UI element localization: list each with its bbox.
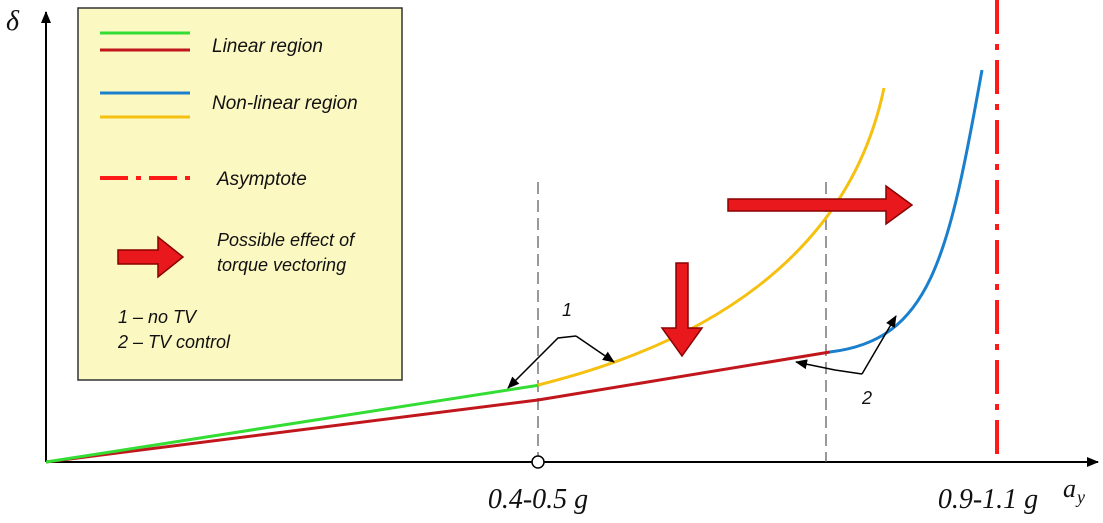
legend-note-tv-control: 2 – TV control bbox=[117, 332, 231, 352]
legend-effect-arrow-icon bbox=[117, 235, 185, 279]
effect-arrow-down-icon bbox=[660, 262, 704, 358]
linear-region-red-line bbox=[45, 350, 831, 464]
x-axis-symbol-main: a bbox=[1063, 474, 1076, 503]
legend-box bbox=[77, 7, 403, 381]
annotation-1-leader-right bbox=[575, 335, 615, 363]
x-axis-symbol: ay bbox=[1063, 474, 1085, 507]
effect-arrow-right-icon bbox=[727, 184, 914, 226]
legend-effect-label-line2: torque vectoring bbox=[217, 255, 346, 275]
nonlinear-yellow-curve bbox=[537, 87, 886, 387]
y-axis-symbol: δ bbox=[6, 6, 20, 37]
annotation-2-leader bbox=[795, 359, 863, 375]
annotation-2-leader-right bbox=[861, 315, 897, 375]
annotation-1-leader bbox=[507, 335, 577, 389]
legend-note-no-tv: 1 – no TV bbox=[118, 307, 198, 327]
legend-linear-label: Linear region bbox=[212, 36, 323, 57]
x-axis-symbol-sub: y bbox=[1075, 487, 1085, 507]
x-tick-label-mid: 0.4-0.5 g bbox=[488, 484, 588, 515]
annotation-label-2: 2 bbox=[861, 388, 872, 408]
legend-nonlinear-label: Non-linear region bbox=[212, 93, 358, 114]
legend-asymptote-label: Asymptote bbox=[216, 169, 307, 190]
linear-region-green-line bbox=[45, 383, 541, 464]
x-tick-label-far: 0.9-1.1 g bbox=[938, 484, 1038, 515]
annotation-label-1: 1 bbox=[562, 300, 572, 320]
nonlinear-blue-curve bbox=[829, 69, 984, 354]
legend-effect-label-line1: Possible effect of bbox=[217, 230, 356, 250]
tick-marker-mid bbox=[531, 455, 545, 469]
